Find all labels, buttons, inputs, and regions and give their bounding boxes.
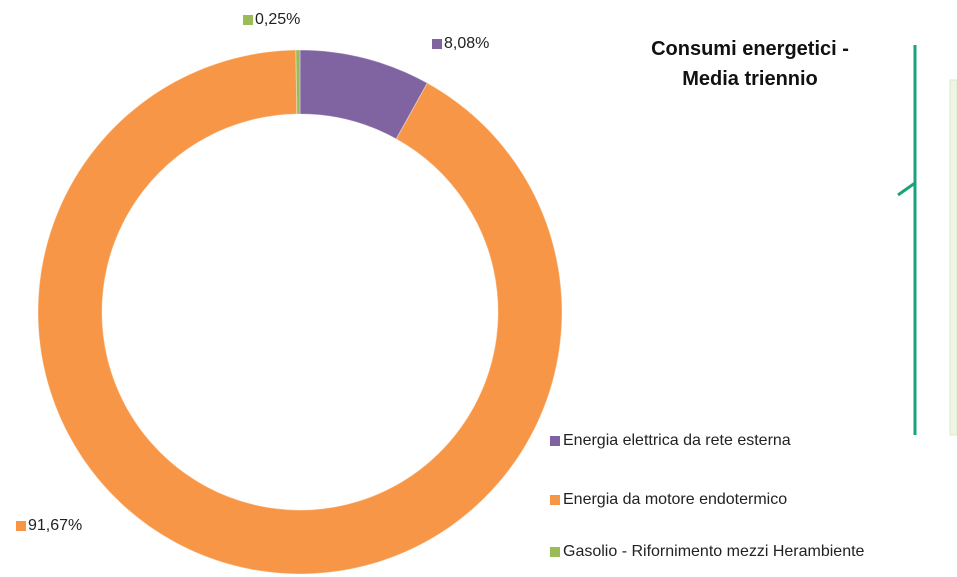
side-panel (949, 79, 957, 436)
legend-marker (550, 436, 560, 446)
label-marker (243, 15, 253, 25)
bracket-tick (897, 181, 916, 197)
slice (299, 49, 429, 140)
legend-label: Energia da motore endotermico (563, 491, 787, 508)
data-label: 91,67% (28, 517, 82, 534)
slice (37, 49, 563, 575)
slice (295, 49, 301, 115)
data-label: 0,25% (255, 11, 300, 28)
legend-marker (550, 495, 560, 505)
label-marker (16, 521, 26, 531)
legend-label: Gasolio - Rifornimento mezzi Herambiente (563, 543, 865, 560)
chart-title: Consumi energetici - Media triennio (651, 38, 849, 90)
data-label: 8,08% (444, 35, 489, 52)
label-marker (432, 39, 442, 49)
legend-marker (550, 547, 560, 557)
legend-label: Energia elettrica da rete esterna (563, 432, 791, 449)
